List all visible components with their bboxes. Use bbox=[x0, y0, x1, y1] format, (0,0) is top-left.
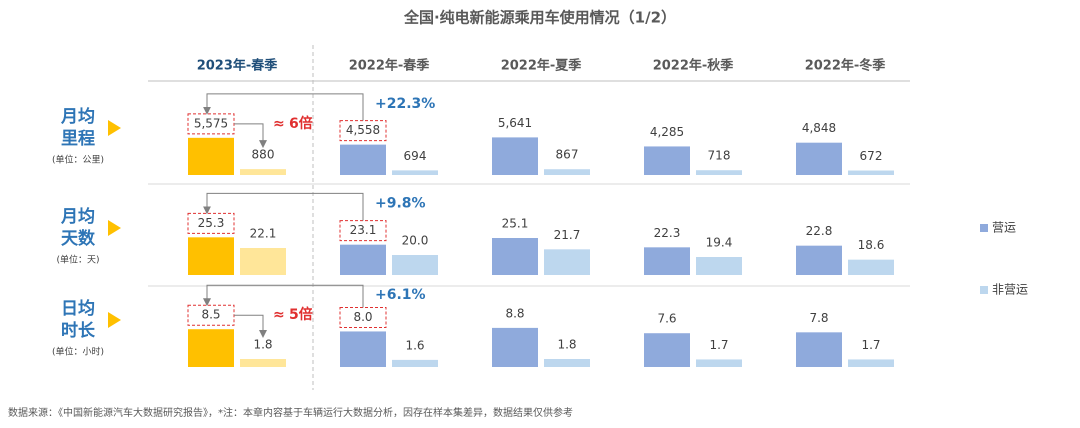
value-label: 19.4 bbox=[706, 236, 733, 250]
value-label: 5,641 bbox=[498, 116, 532, 130]
legend-label: 非营运 bbox=[992, 283, 1028, 297]
bar bbox=[796, 142, 842, 175]
row-marker bbox=[108, 120, 121, 136]
value-label: 5,575 bbox=[194, 116, 228, 130]
column-header: 2023年-春季 bbox=[197, 58, 278, 74]
value-label: 672 bbox=[860, 149, 883, 163]
bar bbox=[796, 245, 842, 275]
value-label: 1.7 bbox=[861, 338, 880, 352]
compare-arrow bbox=[203, 192, 364, 221]
bar bbox=[848, 259, 894, 275]
value-label: 22.8 bbox=[806, 224, 833, 238]
bar bbox=[492, 137, 538, 175]
bar bbox=[188, 137, 234, 175]
value-label: 8.0 bbox=[353, 310, 372, 324]
unit-note: (单位：天) bbox=[56, 254, 99, 266]
value-label: 880 bbox=[252, 148, 275, 162]
row-label: 时长 bbox=[61, 320, 96, 341]
page-title: 全国·纯电新能源乘用车使用情况（1/2） bbox=[403, 9, 676, 27]
approx-sign: ≈ bbox=[273, 116, 285, 132]
legend-swatch bbox=[980, 224, 988, 232]
bar bbox=[492, 238, 538, 275]
value-label: 1.7 bbox=[709, 338, 728, 352]
change-label: +6.1% bbox=[375, 287, 426, 303]
legend-label: 营运 bbox=[992, 221, 1016, 235]
ratio-label: 6倍 bbox=[289, 115, 313, 132]
bar bbox=[188, 329, 234, 367]
row-label: 月均 bbox=[60, 206, 95, 227]
unit-note: (单位：公里) bbox=[52, 154, 104, 166]
ratio-arrow bbox=[234, 314, 267, 338]
column-header: 2022年-冬季 bbox=[805, 58, 886, 74]
ratio-arrow bbox=[234, 123, 267, 149]
value-label: 1.6 bbox=[405, 338, 424, 352]
change-label: +22.3% bbox=[375, 96, 435, 112]
bar bbox=[644, 333, 690, 367]
value-label: 8.8 bbox=[505, 306, 524, 320]
bar bbox=[796, 332, 842, 367]
bar bbox=[696, 170, 742, 175]
value-label: 21.7 bbox=[554, 228, 581, 242]
bar bbox=[240, 169, 286, 175]
bar bbox=[544, 359, 590, 367]
bar bbox=[848, 359, 894, 367]
row-label: 日均 bbox=[61, 298, 95, 319]
value-label: 4,848 bbox=[802, 121, 836, 135]
value-label: 4,285 bbox=[650, 125, 684, 139]
column-header: 2022年-春季 bbox=[349, 58, 430, 74]
callout-box bbox=[187, 212, 235, 234]
value-label: 1.8 bbox=[557, 338, 576, 352]
value-label: 25.3 bbox=[198, 216, 225, 230]
value-label: 20.0 bbox=[402, 234, 429, 248]
value-label: 7.8 bbox=[809, 311, 828, 325]
value-label: 694 bbox=[404, 149, 427, 163]
column-header: 2022年-夏季 bbox=[501, 58, 582, 74]
row-label: 天数 bbox=[61, 228, 96, 249]
bar bbox=[340, 144, 386, 175]
row-label: 里程 bbox=[61, 129, 95, 149]
bar bbox=[340, 244, 386, 275]
row-marker bbox=[108, 220, 121, 236]
value-label: 7.6 bbox=[657, 312, 676, 326]
bar bbox=[544, 169, 590, 175]
value-label: 22.3 bbox=[654, 226, 681, 240]
value-label: 22.1 bbox=[250, 227, 277, 241]
value-label: 718 bbox=[708, 149, 731, 163]
bar bbox=[340, 331, 386, 367]
change-label: +9.8% bbox=[375, 195, 426, 211]
bar bbox=[188, 237, 234, 275]
source-note: 数据来源：《中国新能源汽车大数据研究报告》，*注：本章内容基于车辆运行大数据分析… bbox=[8, 406, 573, 419]
value-label: 8.5 bbox=[201, 308, 220, 322]
compare-arrow bbox=[203, 284, 364, 308]
bar bbox=[544, 249, 590, 275]
bar bbox=[848, 170, 894, 175]
bar bbox=[240, 248, 286, 275]
bar bbox=[392, 359, 438, 367]
value-label: 4,558 bbox=[346, 123, 380, 137]
bar bbox=[392, 170, 438, 175]
value-label: 18.6 bbox=[858, 238, 885, 252]
compare-arrow bbox=[203, 93, 364, 121]
bar bbox=[240, 359, 286, 367]
row-marker bbox=[108, 312, 121, 328]
value-label: 1.8 bbox=[253, 338, 272, 352]
bar bbox=[644, 247, 690, 275]
row-label: 月均 bbox=[60, 106, 95, 127]
bar bbox=[392, 255, 438, 275]
ratio-label: 5倍 bbox=[289, 306, 313, 323]
value-label: 23.1 bbox=[350, 223, 377, 237]
legend-swatch bbox=[980, 286, 988, 294]
bar bbox=[644, 146, 690, 175]
bar bbox=[492, 327, 538, 367]
value-label: 867 bbox=[556, 148, 579, 162]
unit-note: (单位：小时) bbox=[52, 346, 104, 358]
column-header: 2022年-秋季 bbox=[653, 58, 734, 74]
bar bbox=[696, 359, 742, 367]
value-label: 25.1 bbox=[502, 217, 529, 231]
bar bbox=[696, 257, 742, 275]
approx-sign: ≈ bbox=[273, 307, 285, 323]
